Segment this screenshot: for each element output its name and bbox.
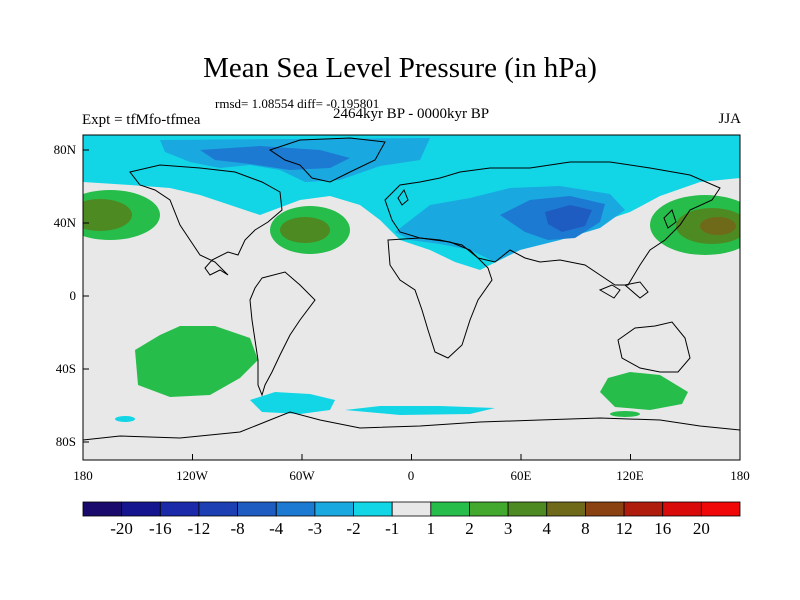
coast-antarctica [83, 411, 740, 441]
colorbar-label: -1 [385, 519, 400, 538]
anomaly-asia-deep [545, 205, 592, 232]
colorbar-label: 20 [692, 519, 710, 538]
lon-label: 120E [616, 468, 644, 483]
colorbar-swatch [662, 501, 702, 517]
colorbar-swatch [391, 501, 432, 517]
colorbar [82, 501, 741, 517]
coast-africa [387, 237, 493, 359]
colorbar-label: -4 [269, 519, 284, 538]
anomaly-arctic-band [83, 135, 740, 270]
anomaly-small-low [115, 416, 135, 422]
colorbar-label: 1 [426, 519, 436, 538]
colorbar-label: 16 [654, 519, 672, 538]
colorbar-swatch [237, 501, 277, 517]
anomaly-npacific-high-east-inner [700, 217, 736, 235]
lat-label: 80N [53, 142, 76, 157]
anomaly-southern-ocean-low [345, 406, 495, 415]
colorbar-label: 8 [581, 519, 590, 538]
colorbar-swatch [623, 501, 664, 517]
anomaly-south-pacific-high [135, 326, 258, 397]
colorbar-swatch [159, 501, 200, 517]
stats-label: rmsd= 1.08554 diff= -0.195801 [215, 96, 380, 111]
season-label: JJA [718, 111, 741, 127]
colorbar-label: 2 [465, 519, 474, 538]
colorbar-label: -8 [230, 519, 245, 538]
coast-europe-asia [384, 161, 721, 286]
lat-label: 0 [69, 288, 77, 303]
coast-japan [663, 209, 677, 229]
colorbar-label: 4 [542, 519, 552, 538]
colorbar-label: 12 [615, 519, 633, 538]
colorbar-swatch [585, 501, 625, 517]
anomaly-south-atlantic-low [250, 392, 335, 414]
colorbar-swatch [275, 501, 316, 517]
colorbar-swatch [507, 501, 548, 517]
anomaly-arctic-core [200, 146, 350, 170]
colorbar-label: -16 [148, 519, 172, 538]
coast-uk [397, 188, 409, 206]
anomaly-npacific-high-west-core [83, 199, 132, 231]
colorbar-swatch [82, 501, 123, 517]
colorbar-swatch [198, 501, 238, 517]
colorbar-swatch [469, 501, 509, 517]
colorbar-swatch [700, 501, 741, 517]
colorbar-swatch [430, 501, 470, 517]
map-title: Mean Sea Level Pressure (in hPa) [203, 52, 597, 84]
coast-greenland [268, 137, 386, 183]
coast-australia [617, 321, 691, 373]
colorbar-swatch [353, 501, 393, 517]
lon-label: 0 [407, 468, 415, 483]
lon-label: 60W [289, 468, 315, 483]
lat-label: 40N [53, 215, 76, 230]
pressure-field [83, 135, 740, 460]
coast-maritime-asia [598, 281, 649, 299]
colorbar-swatch [546, 501, 586, 517]
lon-label: 60E [510, 468, 532, 483]
period-label: 2464kyr BP - 0000kyr BP [332, 106, 490, 122]
axis-ticks [82, 149, 741, 460]
lat-label: 80S [55, 434, 76, 449]
lon-label: 180 [73, 468, 93, 483]
colorbar-label: -2 [346, 519, 361, 538]
colorbar-label: -12 [187, 519, 211, 538]
lon-label: 180 [730, 468, 750, 483]
coastlines [83, 137, 740, 441]
colorbar-swatch [314, 501, 354, 517]
colorbar-label: 3 [503, 519, 513, 538]
colorbar-label: -3 [307, 519, 322, 538]
experiment-label: Expt = tfMfo-tfmea [82, 112, 201, 128]
coast-north-america [129, 164, 283, 276]
coast-south-america [249, 271, 316, 397]
anomaly-south-indian-high [600, 372, 688, 410]
anomaly-atlantic-high-core [280, 217, 330, 243]
lat-label: 40S [55, 361, 76, 376]
lon-label: 120W [176, 468, 208, 483]
anomaly-small-high [610, 411, 640, 417]
colorbar-label: -20 [110, 519, 133, 538]
colorbar-swatch [121, 501, 161, 517]
